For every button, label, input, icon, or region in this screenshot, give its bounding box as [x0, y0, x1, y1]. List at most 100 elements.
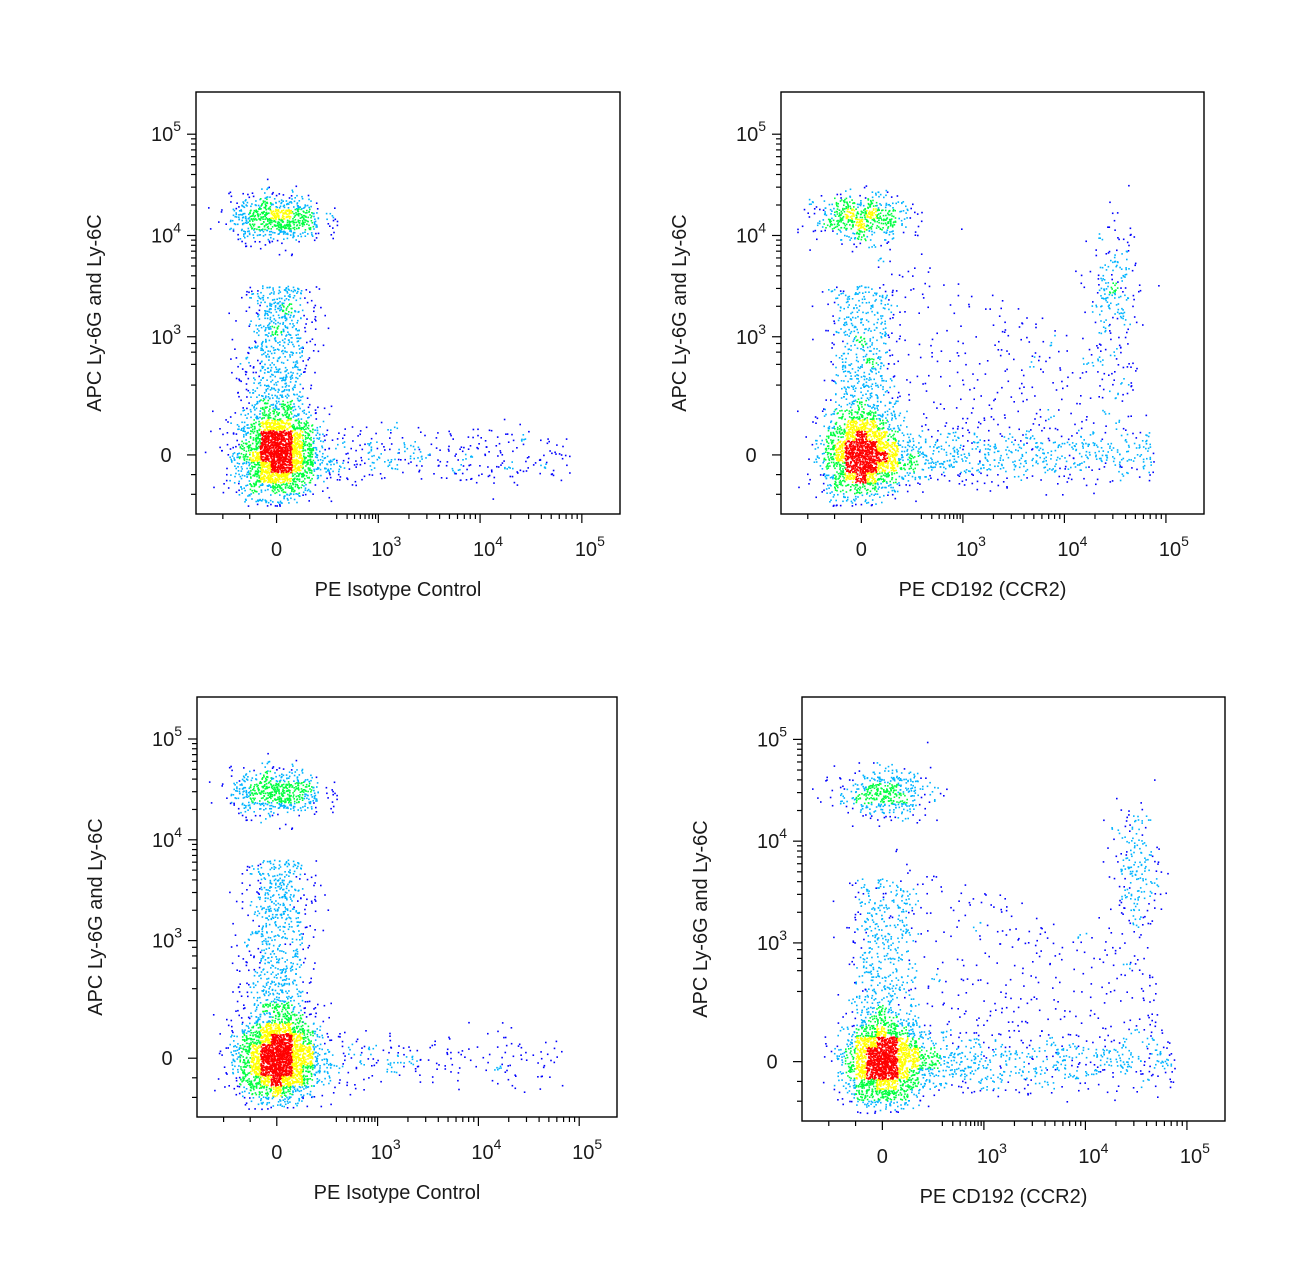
event-dot [281, 405, 284, 408]
event-dot [488, 429, 491, 432]
event-dot [287, 482, 290, 484]
event-dot [488, 474, 491, 477]
event-dot [254, 204, 257, 206]
event-dot [853, 432, 856, 434]
event-dot [879, 429, 881, 432]
event-dot [250, 477, 252, 479]
event-dot [275, 381, 277, 384]
event-dot [315, 434, 317, 436]
event-dot [551, 452, 553, 455]
event-dot [287, 407, 290, 409]
event-dot [261, 436, 264, 439]
event-dot [290, 497, 292, 500]
event-dot [296, 208, 298, 210]
event-dot [286, 484, 288, 487]
event-dot [269, 439, 272, 441]
event-dot [825, 413, 827, 416]
event-dot [270, 481, 272, 484]
event-dot [316, 474, 319, 477]
event-dot [272, 464, 275, 467]
event-dot [244, 370, 247, 373]
event-dot [269, 230, 271, 233]
event-dot [267, 475, 269, 477]
event-dot [248, 291, 250, 294]
event-dot [284, 448, 287, 451]
event-dot [285, 374, 288, 376]
event-dot [287, 207, 290, 209]
event-dot [250, 457, 252, 459]
event-dot [317, 467, 320, 469]
event-dot [516, 447, 518, 449]
event-dot [278, 424, 281, 427]
event-dot [292, 448, 294, 450]
event-dot [490, 469, 493, 471]
event-dot [241, 368, 244, 370]
event-dot [229, 416, 232, 418]
event-dot [239, 363, 242, 365]
event-dot [305, 413, 308, 415]
event-dot [253, 463, 256, 466]
event-dot [839, 472, 841, 474]
event-dot [264, 197, 267, 200]
event-dot [252, 428, 254, 431]
event-dot [274, 435, 276, 438]
event-dot [259, 464, 262, 467]
event-dot [289, 403, 292, 406]
event-dot [282, 474, 284, 476]
event-dot [264, 233, 267, 236]
event-dot [285, 298, 288, 300]
event-dot [364, 462, 366, 465]
event-dot [302, 441, 305, 443]
event-dot [246, 432, 248, 434]
event-dot [259, 247, 262, 250]
event-dot [254, 466, 256, 468]
event-dot [238, 218, 241, 221]
event-dot [327, 223, 330, 225]
event-dot [282, 456, 285, 458]
event-dot [297, 469, 300, 472]
event-dot [265, 445, 268, 448]
event-dot [465, 458, 467, 460]
event-dot [285, 384, 288, 387]
event-dot [874, 415, 877, 417]
event-dot [254, 490, 256, 492]
event-dot [827, 442, 830, 445]
event-dot [299, 407, 301, 410]
event-dot [286, 401, 289, 404]
event-dot [276, 479, 278, 481]
event-dot [278, 200, 281, 203]
event-dot [279, 458, 282, 460]
event-dot [878, 465, 880, 467]
event-dot [461, 450, 464, 453]
event-dot [307, 459, 310, 461]
event-dot [417, 446, 420, 449]
event-dot [849, 471, 851, 474]
event-dot [300, 426, 303, 429]
event-dot [269, 423, 272, 425]
event-dot [262, 294, 265, 297]
event-dot [244, 242, 247, 245]
event-dot [317, 466, 319, 469]
event-dot [865, 463, 868, 466]
event-dot [284, 370, 286, 373]
event-dot [303, 474, 306, 476]
event-dot [236, 424, 239, 426]
event-dot [297, 452, 299, 454]
event-dot [303, 442, 306, 445]
event-dot [310, 232, 313, 234]
event-dot [846, 466, 849, 469]
event-dot [286, 202, 289, 205]
event-dot [282, 205, 285, 208]
event-dot [289, 480, 291, 482]
event-dot [326, 429, 329, 432]
event-dot [302, 467, 304, 470]
event-dot [260, 198, 262, 200]
event-dot [286, 409, 289, 411]
event-dot [298, 427, 300, 429]
event-dot [881, 449, 884, 451]
event-dot [265, 439, 267, 442]
event-dot [264, 214, 266, 216]
event-dot [281, 466, 283, 468]
event-dot [333, 231, 335, 234]
event-dot [461, 472, 464, 475]
